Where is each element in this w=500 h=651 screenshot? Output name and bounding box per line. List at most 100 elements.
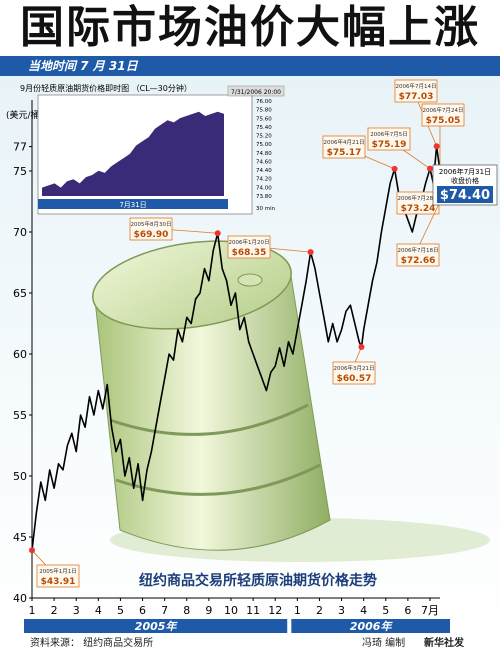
footer-editor: 冯琦 编制 [362, 638, 406, 649]
callout-date: 2006年4月21日 [324, 138, 365, 146]
x-tick-label: 1 [294, 604, 301, 617]
callout-price: $73.24 [401, 204, 436, 214]
final-price: $74.40 [440, 188, 490, 203]
callout-price: $69.90 [134, 230, 169, 240]
x-tick-label: 2 [316, 604, 323, 617]
marks: 纽约商品交易所轻质原油期货价格走势 2005年1月1日 $43.91 2005年8月3… [29, 79, 498, 589]
x-tick-label: 6 [139, 604, 146, 617]
y-tick-label: 40 [13, 592, 27, 605]
callout-price: $77.03 [399, 92, 434, 102]
inset-y-tick-label: 74.80 [256, 151, 272, 157]
footer-source: 资料来源： 纽约商品交易所 [30, 638, 154, 649]
y-axis-label: (美元/桶) [6, 109, 43, 121]
callout-box [394, 79, 438, 103]
y-tick-label: 50 [13, 470, 27, 483]
x-tick-label: 4 [95, 604, 102, 617]
x-tick-label: 5 [382, 604, 389, 617]
year-bar [24, 619, 288, 633]
callout-date: 2006年7月28日 [398, 194, 439, 202]
x-tick-label: 7 [161, 604, 168, 617]
inset-x-label: 7月31日 [119, 201, 146, 209]
inset-y-tick-label: 74.40 [256, 168, 272, 174]
callout-point [214, 230, 221, 237]
inset-unit: 30 min [256, 206, 276, 212]
price-series-line [31, 145, 448, 551]
callout-box [421, 103, 465, 127]
callout-price: $68.35 [232, 248, 267, 258]
callout-price: $75.05 [426, 116, 461, 126]
inset-y-tick-label: 75.20 [256, 134, 272, 140]
callout-box [396, 243, 440, 267]
inset-y-tick-label: 73.80 [256, 194, 272, 200]
chart-title: 纽约商品交易所轻质原油期货价格走势 [139, 572, 377, 589]
inset-timestamp: 7/31/2006 20:00 [231, 89, 281, 96]
callout-point [391, 165, 398, 172]
page-title: 国际市场油价大幅上涨 [20, 2, 480, 53]
inset-y-tick-label: 75.00 [256, 142, 272, 148]
inset-y-tick-label: 74.60 [256, 159, 272, 165]
y-tick-label: 65 [13, 287, 27, 300]
x-tick-label: 10 [224, 604, 238, 617]
callout-price: $43.91 [41, 577, 76, 587]
y-tick-label: 75 [13, 165, 27, 178]
year-bar [291, 619, 450, 633]
inset-timestamp-bg [227, 85, 285, 97]
callout-date: 2005年1月1日 [39, 567, 77, 575]
x-tick-label: 11 [246, 604, 260, 617]
callout-box [129, 217, 173, 241]
callout-price: $60.57 [337, 374, 372, 384]
final-price-bg [437, 186, 493, 203]
y-tick-label: 77 [13, 141, 27, 154]
inset-chart: 9月份轻质原油期货价格即时图 （CL—30分钟） 7/31/2006 20:00 7… [20, 83, 285, 215]
callout-date: 2006年7月18日 [398, 246, 439, 254]
callout-box [367, 127, 411, 151]
date-banner-text: 当地时间 7 月 31日 [28, 59, 138, 73]
x-tick-label: 9 [205, 604, 212, 617]
barrel-illustration [92, 240, 490, 562]
callout-price: $75.17 [327, 148, 362, 158]
x-tick-label: 3 [338, 604, 345, 617]
year-label: 2005年 [135, 620, 179, 633]
callout-point [427, 165, 433, 172]
inset-x-bar [38, 199, 228, 209]
x-tick-label: 7月 [421, 604, 439, 617]
callout-point [307, 249, 314, 256]
inset-y-tick-label: 75.40 [256, 125, 272, 131]
callout-point [29, 547, 35, 554]
callout-date: 2006年7月24日 [423, 106, 464, 114]
x-tick-label: 6 [404, 604, 411, 617]
inset-y-tick-label: 74.20 [256, 177, 272, 183]
x-tick-label: 1 [29, 604, 36, 617]
callout-date: 2006年7月5日 [370, 130, 408, 138]
callout-price: $72.66 [401, 256, 436, 266]
year-label: 2006年 [350, 620, 394, 633]
callout-box [332, 361, 376, 385]
callout-box [322, 135, 366, 159]
x-tick-label: 3 [73, 604, 80, 617]
x-tick-label: 12 [268, 604, 282, 617]
inset-title: 9月份轻质原油期货价格即时图 （CL—30分钟） [20, 83, 192, 93]
callout-price: $75.19 [372, 140, 407, 150]
callout-date: 2006年3月21日 [334, 364, 375, 372]
callout-box [36, 564, 80, 588]
x-tick-label: 4 [360, 604, 367, 617]
callout-box [227, 235, 271, 259]
callout-point [358, 344, 365, 351]
callout-point [433, 143, 440, 150]
footer-agency: 新华社发 [424, 638, 464, 649]
y-tick-label: 70 [13, 226, 27, 239]
inset-y-tick-label: 74.00 [256, 185, 272, 191]
final-label: 收盘价格 [451, 176, 479, 185]
inset-y-tick-label: 75.80 [256, 108, 272, 114]
x-tick-label: 5 [117, 604, 124, 617]
y-tick-label: 55 [13, 409, 27, 422]
inset-y-tick-label: 75.60 [256, 116, 272, 122]
callout-date: 2005年8月30日 [131, 220, 172, 228]
y-tick-label: 60 [13, 348, 27, 361]
inset-area [42, 111, 224, 196]
callout-date: 2006年7月14日 [396, 82, 437, 90]
y-tick-label: 45 [13, 531, 27, 544]
callout-date: 2006年1月20日 [229, 238, 270, 246]
